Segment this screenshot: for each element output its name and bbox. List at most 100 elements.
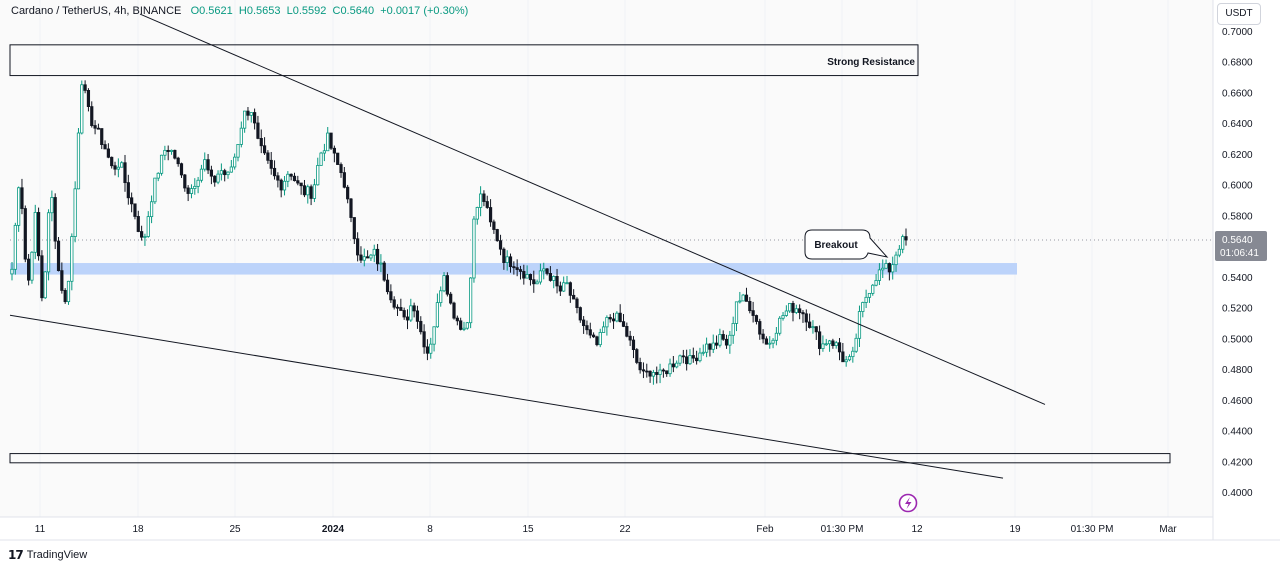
candle <box>199 164 204 183</box>
candle <box>625 322 629 338</box>
candle <box>126 174 130 205</box>
time-tick-label: 19 <box>1009 524 1021 535</box>
breakout-callout[interactable]: Breakout <box>804 229 889 260</box>
price-tick-label: 0.4600 <box>1222 396 1253 407</box>
candle <box>445 272 449 297</box>
candle <box>100 128 104 150</box>
symbol-legend[interactable]: Cardano / TetherUS, 4h, BINANCE O0.5621 … <box>11 5 468 17</box>
candle <box>608 314 612 323</box>
annotation-label-layer: Strong Resistance Breakout <box>804 57 915 260</box>
candle <box>601 321 606 333</box>
candle <box>874 274 878 287</box>
candle <box>605 315 609 336</box>
candle <box>665 370 669 377</box>
candle <box>66 280 71 305</box>
candle <box>738 291 742 304</box>
candle <box>685 349 689 371</box>
candle <box>193 178 197 195</box>
candle <box>675 360 679 369</box>
candle <box>256 115 260 140</box>
lightning-icon[interactable] <box>898 493 918 513</box>
candle <box>20 178 24 215</box>
price-axis[interactable]: 0.7000 0.6800 0.6600 0.6400 0.6200 0.6000 0.58… <box>1222 27 1253 499</box>
time-tick-label: 8 <box>427 524 433 535</box>
candle <box>678 354 682 366</box>
candle <box>106 143 110 159</box>
candle <box>837 337 842 361</box>
candle <box>904 228 908 246</box>
candle <box>153 177 157 205</box>
candle <box>595 335 599 347</box>
candle <box>808 313 812 329</box>
candle <box>229 159 233 173</box>
plot-area[interactable] <box>0 0 1213 517</box>
candle <box>249 112 253 123</box>
candle <box>429 337 433 359</box>
candle <box>163 145 167 161</box>
candle <box>512 261 516 275</box>
currency-selector-button[interactable]: USDT <box>1217 3 1261 25</box>
candle <box>405 309 410 330</box>
candle <box>60 262 64 294</box>
candle <box>80 80 84 135</box>
bottom-support-box[interactable] <box>9 453 1171 464</box>
candle <box>286 171 290 188</box>
candle <box>362 248 366 267</box>
candle <box>788 302 792 313</box>
candle <box>817 325 822 356</box>
tradingview-watermark[interactable]: 𝟭𝟳 TradingView <box>8 548 87 562</box>
candle <box>123 154 127 192</box>
candle <box>329 132 333 150</box>
candle <box>40 250 44 302</box>
candle <box>173 149 177 160</box>
candle <box>768 336 772 349</box>
candle <box>532 270 536 293</box>
candle <box>635 348 639 365</box>
lower-trendline[interactable] <box>9 314 1004 479</box>
candle <box>751 301 755 323</box>
candle <box>811 320 815 334</box>
candle <box>279 178 283 198</box>
candle <box>342 166 346 189</box>
candle <box>219 163 223 181</box>
candle <box>276 172 280 188</box>
candle <box>455 315 459 326</box>
candle <box>535 279 539 285</box>
candle <box>688 349 692 365</box>
candle <box>226 171 230 179</box>
price-tick-label: 0.6200 <box>1222 150 1253 161</box>
candle <box>23 205 27 263</box>
candle <box>459 317 463 331</box>
candle <box>432 326 436 352</box>
symbol-name: Cardano / TetherUS, 4h, BINANCE <box>11 5 182 17</box>
candle <box>901 234 905 254</box>
candle <box>708 343 712 357</box>
candle <box>555 268 559 294</box>
candle <box>884 259 888 269</box>
candle <box>183 173 187 192</box>
candle <box>272 160 277 180</box>
candle <box>714 335 719 350</box>
candle <box>821 335 825 352</box>
candle <box>744 287 749 302</box>
candle <box>479 186 483 217</box>
candle <box>442 272 446 293</box>
upper-trendline[interactable] <box>139 13 1046 405</box>
candle <box>847 354 852 362</box>
strong-resistance-box[interactable] <box>9 44 919 77</box>
time-tick-label: 2024 <box>322 524 345 535</box>
candle <box>266 150 270 164</box>
candle <box>671 355 675 373</box>
candle <box>10 262 14 281</box>
candle <box>771 338 775 349</box>
candle <box>96 123 101 130</box>
candle-layer <box>10 80 908 385</box>
candle <box>269 151 273 175</box>
candle <box>349 198 353 223</box>
candle <box>778 316 782 336</box>
time-tick-label: 25 <box>229 524 241 535</box>
candle <box>246 107 250 121</box>
time-axis[interactable]: 11 18 25 2024 8 15 22 Feb 01:30 PM 12 19 01:30 PM Ma… <box>35 524 1177 535</box>
price-tick-label: 0.4400 <box>1222 427 1253 438</box>
